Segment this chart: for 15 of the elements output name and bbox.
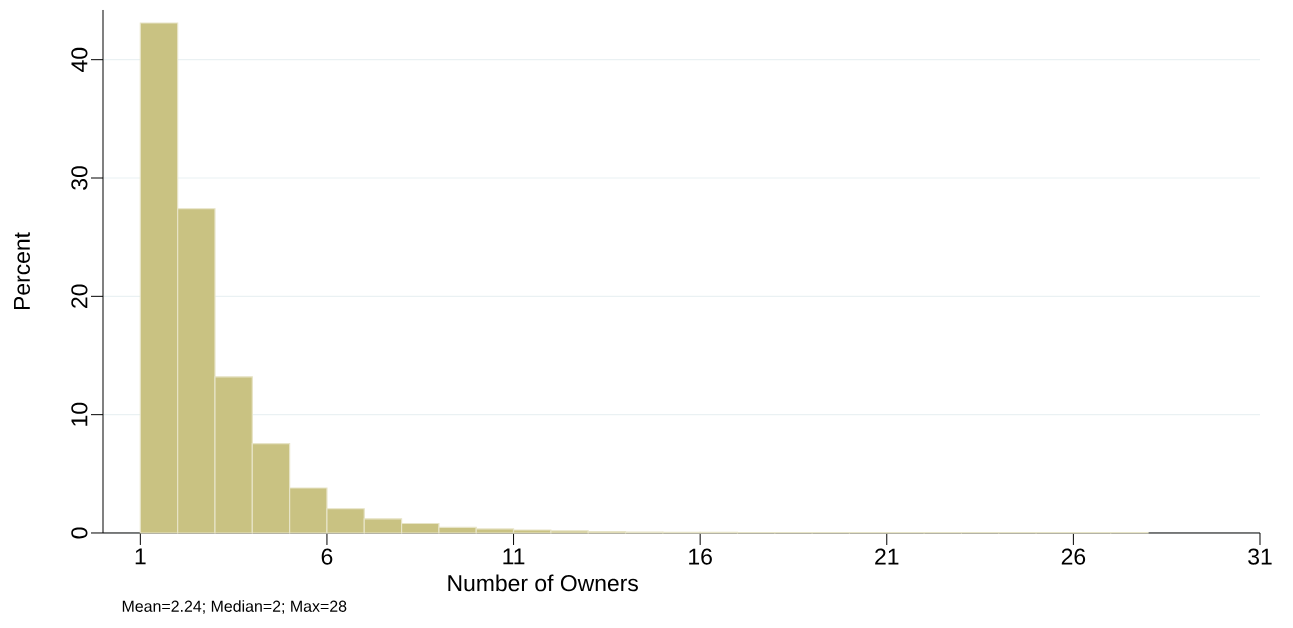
text: Mean=2.24; Median=2; Max=28 xyxy=(122,600,347,614)
x-tick-label: 6 xyxy=(321,548,333,565)
x-tick-label: 16 xyxy=(689,548,712,565)
y-tick-label: 0 xyxy=(71,527,88,539)
x-tick-label: 11 xyxy=(503,548,525,565)
y-tick-label: 40 xyxy=(71,47,88,72)
x-axis-title: Number of Owners xyxy=(448,574,638,592)
x-tick-label: 21 xyxy=(875,548,899,565)
y-tick-label: 30 xyxy=(71,166,88,190)
x-tick-label: 1 xyxy=(135,548,146,565)
y-tick-label: 20 xyxy=(71,284,88,308)
y-tick-label: 10 xyxy=(71,402,88,426)
x-tick-label: 26 xyxy=(1061,548,1086,565)
y-axis-title: Percent xyxy=(14,232,30,310)
x-tick-label: 31 xyxy=(1248,548,1272,565)
